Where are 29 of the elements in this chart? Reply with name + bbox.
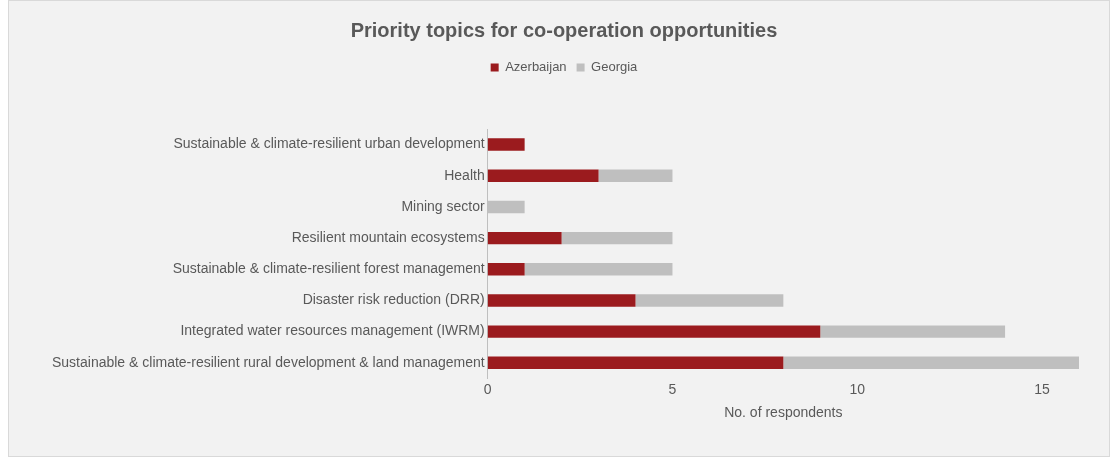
y-tick-label: Sustainable & climate-resilient urban development [173, 135, 485, 152]
bar [524, 263, 673, 276]
bar [561, 231, 673, 245]
legend-label: Azerbaijan [505, 59, 567, 75]
bar [598, 169, 673, 182]
bar [487, 325, 821, 338]
x-tick-label: 15 [1034, 380, 1051, 397]
legend-label: Georgia [591, 59, 639, 75]
y-tick-label: Sustainable & climate-resilient forest management [172, 260, 485, 277]
bar [487, 169, 599, 182]
bar [783, 356, 1079, 370]
y-tick-label: Resilient mountain ecosystems [291, 228, 485, 245]
x-tick-label: 5 [668, 380, 677, 397]
x-tick-label: 0 [483, 380, 492, 397]
x-axis-title: No. of respondents [724, 404, 843, 421]
chart-title: Priority topics for co-operation opportunities [350, 18, 778, 41]
bar [635, 294, 784, 307]
bar [487, 231, 562, 245]
bar [820, 325, 1006, 338]
bar [487, 356, 784, 370]
y-tick-label: Integrated water resources management (IWRM) [180, 322, 485, 339]
x-tick-label: 10 [849, 380, 866, 397]
y-tick-label: Sustainable & climate-resilient rural development & land management [51, 353, 485, 370]
bar [487, 294, 636, 307]
y-tick-label: Mining sector [401, 197, 485, 214]
bar [487, 138, 525, 151]
y-tick-label: Disaster risk reduction (DRR) [302, 291, 485, 308]
y-tick-label: Health [444, 166, 485, 183]
bar [487, 263, 525, 276]
